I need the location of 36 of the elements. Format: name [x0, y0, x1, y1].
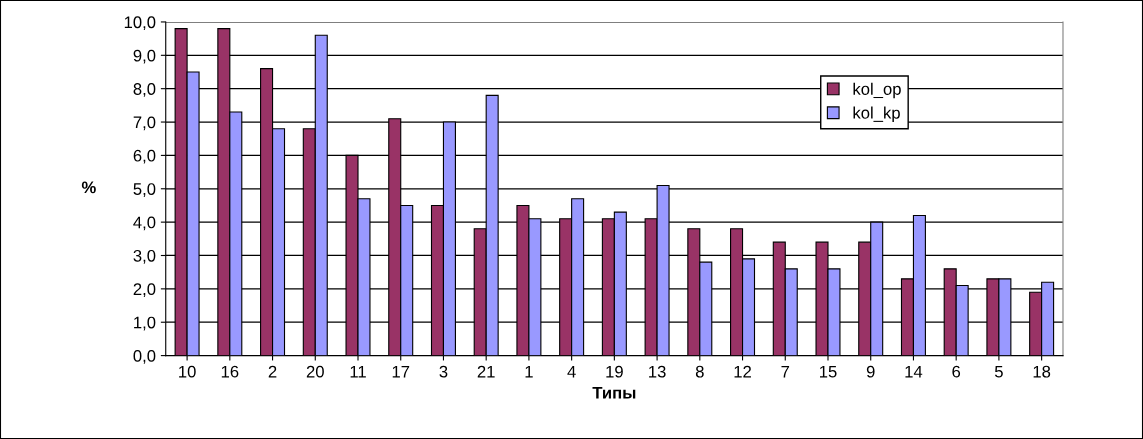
x-tick-label: 15 — [820, 365, 837, 378]
x-tick-label: 21 — [477, 365, 495, 378]
y-tick-label: 1,0 — [134, 316, 156, 331]
x-tick-label: 3 — [439, 365, 448, 378]
y-tick-label: 6,0 — [133, 149, 156, 164]
y-axis-title: % — [81, 181, 96, 194]
x-tick-label: 8 — [695, 365, 704, 378]
y-tick-label: 9,0 — [133, 49, 156, 64]
x-tick-label: 6 — [952, 365, 961, 378]
y-tick-label: 8,0 — [133, 83, 156, 97]
y-tick-label: 5,0 — [133, 183, 156, 197]
x-tick-label: 4 — [567, 365, 576, 378]
y-tick-label: 3,0 — [133, 249, 156, 264]
x-tick-label: 19 — [606, 365, 623, 378]
x-tick-label: 13 — [649, 365, 666, 378]
legend-label: kol_kp — [853, 106, 900, 123]
x-tick-label: 1 — [525, 365, 533, 378]
x-tick-label: 16 — [221, 365, 239, 378]
x-tick-label: 5 — [994, 365, 1003, 378]
x-tick-label: 20 — [306, 365, 324, 378]
y-tick-label: 10,0 — [124, 16, 156, 31]
x-tick-label: 18 — [1033, 365, 1051, 378]
x-tick-label: 14 — [905, 365, 923, 378]
x-tick-label: 12 — [734, 365, 751, 378]
y-tick-label: 4,0 — [133, 216, 156, 231]
x-tick-label: 2 — [268, 365, 277, 378]
y-tick-label: 2,0 — [133, 283, 156, 298]
x-tick-label: 7 — [781, 365, 790, 378]
y-tick-label: 0,0 — [133, 349, 156, 364]
x-tick-label: 9 — [866, 365, 875, 378]
legend-label: kol_op — [853, 82, 901, 99]
x-axis-title: Типы — [592, 387, 636, 399]
x-tick-label: 10 — [179, 365, 196, 378]
x-tick-label: 17 — [392, 365, 410, 378]
x-tick-label: 11 — [350, 365, 366, 378]
y-tick-label: 7,0 — [133, 116, 156, 131]
